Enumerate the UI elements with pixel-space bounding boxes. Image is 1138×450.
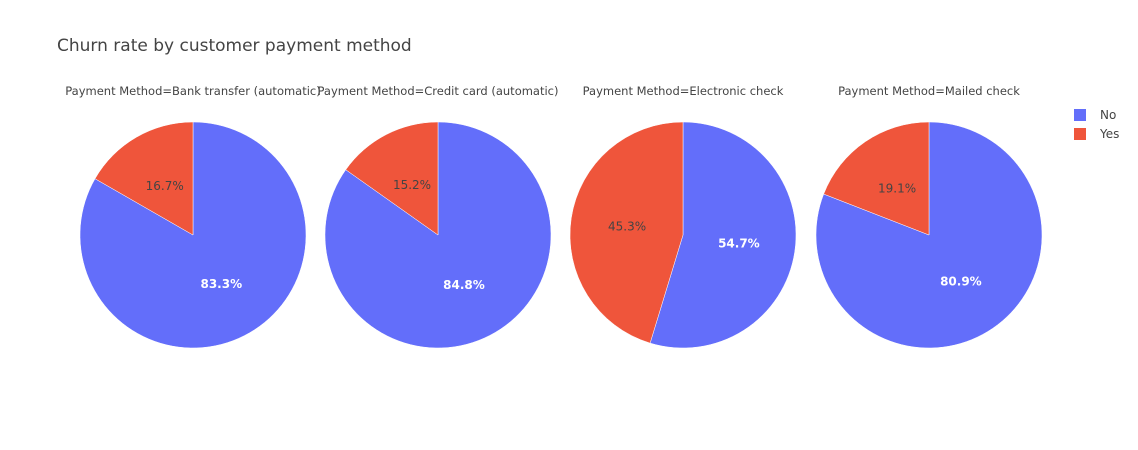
pie-title: Payment Method=Mailed check bbox=[838, 84, 1020, 98]
legend-swatch-yes[interactable] bbox=[1074, 128, 1086, 140]
pie-slice-label: 15.2% bbox=[393, 178, 431, 192]
pie-title: Payment Method=Bank transfer (automatic) bbox=[65, 84, 321, 98]
chart-title: Churn rate by customer payment method bbox=[57, 36, 412, 56]
legend: No Yes bbox=[1074, 108, 1119, 141]
pie-slice-label: 54.7% bbox=[718, 236, 760, 250]
legend-swatch-no[interactable] bbox=[1074, 109, 1086, 121]
legend-label-no[interactable]: No bbox=[1100, 108, 1116, 122]
pie-slice-label: 19.1% bbox=[878, 181, 916, 195]
pie-slice-yes[interactable] bbox=[94, 121, 194, 236]
pie-title: Payment Method=Electronic check bbox=[583, 84, 784, 98]
pie-slice-no[interactable] bbox=[649, 121, 797, 349]
pie-slice-label: 45.3% bbox=[608, 220, 646, 234]
pie-slice-yes[interactable] bbox=[823, 121, 930, 236]
pie-slice-yes[interactable] bbox=[569, 121, 684, 344]
pie-slice-label: 80.9% bbox=[940, 275, 982, 289]
pie-slice-label: 83.3% bbox=[200, 277, 242, 291]
pie-slice-yes[interactable] bbox=[345, 121, 439, 236]
pie-title: Payment Method=Credit card (automatic) bbox=[318, 84, 559, 98]
pie-slice-label: 84.8% bbox=[443, 278, 485, 292]
pies-group: Payment Method=Bank transfer (automatic)… bbox=[65, 84, 1043, 349]
pie-slice-label: 16.7% bbox=[146, 179, 184, 193]
legend-label-yes[interactable]: Yes bbox=[1099, 127, 1119, 141]
